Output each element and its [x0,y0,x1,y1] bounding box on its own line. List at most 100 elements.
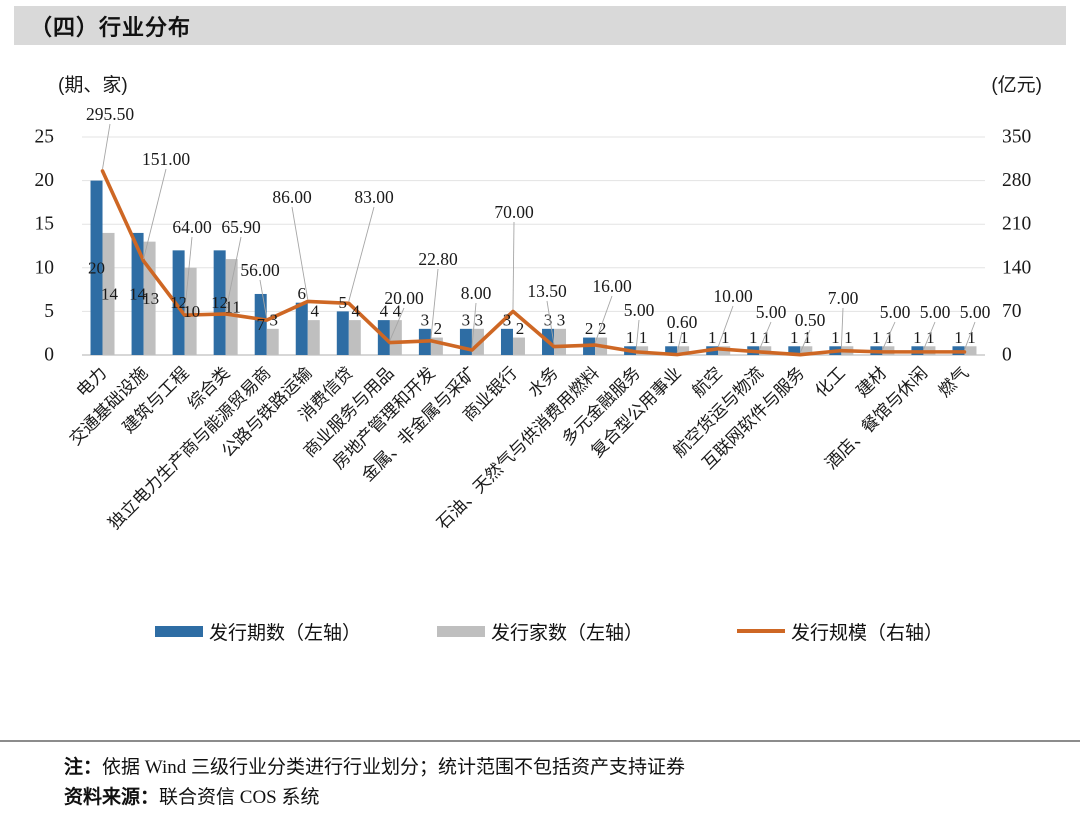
issue-scale-value-label: 22.80 [418,249,458,269]
label-leader-line [881,321,896,351]
issuer-count-value-label: 1 [885,328,894,347]
issue-count-bar [336,311,349,355]
issue-count-value-label: 3 [421,310,430,329]
issuer-count-value-label: 4 [352,302,361,321]
label-leader-line [259,279,268,319]
issue-count-value-label: 1 [708,328,717,347]
label-leader-line [758,321,772,351]
issue-scale-line [100,169,967,357]
left-axis-tick-label: 5 [44,301,54,322]
right-axis-tick-label: 210 [1002,214,1031,235]
issuer-count-bar [389,320,402,355]
issuer-count-value-label: 1 [680,328,689,347]
issue-scale-value-label: 16.00 [592,276,632,296]
label-leader-line [717,305,734,347]
issue-scale-value-label: 20.00 [384,288,424,308]
legend-label-issue-count: 发行期数（左轴） [209,622,362,644]
issuer-count-value-label: 2 [516,319,525,338]
issuer-count-bar [348,320,361,355]
issue-count-value-label: 3 [462,310,471,329]
chart-legend: 发行期数（左轴） 发行家数（左轴） 发行规模（右轴） [0,618,1080,648]
label-leader-line [840,307,844,349]
section-title-bar: （四）行业分布 [14,6,1066,45]
legend-label-issue-scale: 发行规模（右轴） [791,622,944,644]
source-prefix: 资料来源： [64,787,160,808]
issuer-count-value-label: 1 [639,328,648,347]
issue-count-bar [788,346,801,355]
issue-scale-value-label: 70.00 [494,202,534,222]
issue-count-swatch-icon [155,625,203,637]
issue-scale-value-label: 7.00 [828,288,859,308]
issuer-count-value-label: 2 [434,319,443,338]
issue-scale-line-swatch-icon [737,629,785,633]
issue-scale-value-label: 5.00 [960,302,991,322]
issuer-count-bar [225,259,238,355]
issue-count-value-label: 3 [503,310,512,329]
chart-note: 注：依据 Wind 三级行业分类进行行业划分；统计范围不包括资产支持证券 [64,752,685,779]
issue-count-value-label: 1 [954,328,963,347]
issuer-count-value-label: 1 [844,328,853,347]
left-axis-tick-label: 15 [35,214,55,235]
issue-scale-value-label: 5.00 [756,302,787,322]
note-text: 依据 Wind 三级行业分类进行行业划分；统计范围不包括资产支持证券 [102,757,685,778]
issuer-count-bar [554,328,567,355]
label-leader-line [143,168,167,260]
issue-count-bar [213,250,226,355]
issue-count-value-label: 12 [211,293,228,312]
page-title: （四）行业分布 [30,14,192,40]
label-leader-line [102,123,111,170]
issuer-count-bar [307,320,320,355]
issue-count-value-label: 7 [256,315,265,334]
issue-count-bar [254,293,267,355]
issue-count-value-label: 6 [298,284,307,303]
issue-scale-value-label: 64.00 [172,217,212,237]
issue-count-value-label: 3 [544,310,553,329]
label-leader-line [512,221,515,310]
issue-scale-value-label: 65.90 [221,217,261,237]
issue-scale-value-label: 151.00 [142,149,190,169]
issuer-count-value-label: 1 [762,328,771,347]
issuer-count-value-label: 1 [721,328,730,347]
footer-divider [0,740,1080,742]
issue-count-value-label: 1 [831,328,840,347]
label-leader-line [430,268,439,339]
industry-distribution-chart: (期、家) (亿元) 05101520250701402102803502014… [35,74,1043,533]
issuer-count-value-label: 1 [967,328,976,347]
issue-count-value-label: 1 [667,328,676,347]
right-axis-tick-label: 280 [1002,170,1031,191]
issuer-count-swatch-icon [437,625,485,637]
issue-scale-value-label: 0.50 [795,310,826,330]
issue-count-bar [172,250,185,355]
issue-count-value-label: 12 [170,293,187,312]
label-leader-line [546,300,555,345]
issuer-count-value-label: 14 [101,284,119,303]
left-axis-tick-label: 25 [35,127,55,148]
right-axis-tick-label: 140 [1002,257,1031,278]
issue-count-bar [131,232,144,355]
left-axis-tick-label: 10 [35,257,55,278]
issue-count-bar [500,328,513,355]
issue-scale-value-label: 8.00 [461,283,492,303]
legend-label-issuer-count: 发行家数（左轴） [491,622,644,644]
issuer-count-bar [102,232,115,355]
label-leader-line [291,206,309,300]
label-leader-line [923,321,936,351]
issue-count-value-label: 14 [129,284,147,303]
issuer-count-bar [964,346,977,355]
label-leader-line [635,319,640,350]
issue-count-value-label: 1 [790,328,799,347]
right-axis-tick-label: 350 [1002,127,1031,148]
issue-scale-value-label: 13.50 [527,281,567,301]
right-axis-unit-label: (亿元) [991,74,1042,96]
issue-scale-value-label: 10.00 [713,286,753,306]
issue-scale-value-label: 5.00 [920,302,951,322]
source-text: 联合资信 COS 系统 [159,787,320,808]
chart-source: 资料来源：联合资信 COS 系统 [64,782,319,809]
label-leader-line [225,236,242,313]
issue-count-value-label: 4 [380,302,389,321]
label-leader-line [964,321,976,351]
label-leader-line [799,329,811,353]
issue-scale-value-label: 5.00 [880,302,911,322]
issuer-count-value-label: 11 [224,298,240,317]
